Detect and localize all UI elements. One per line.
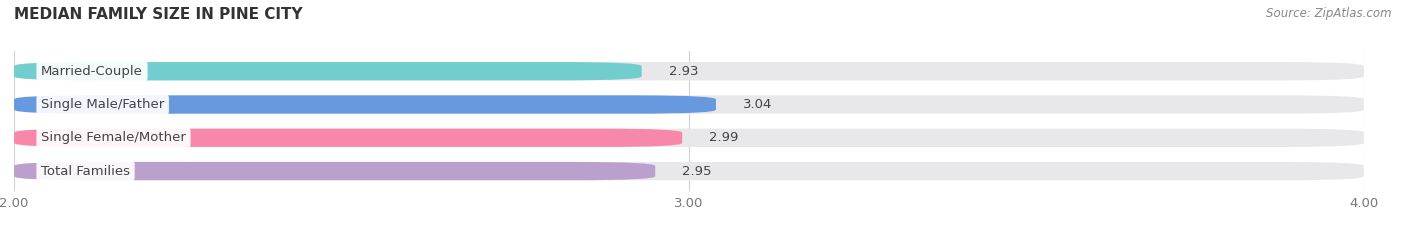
FancyBboxPatch shape	[14, 62, 641, 80]
Text: Single Female/Mother: Single Female/Mother	[41, 131, 186, 144]
Text: 2.99: 2.99	[709, 131, 738, 144]
FancyBboxPatch shape	[14, 129, 682, 147]
Text: 3.04: 3.04	[742, 98, 772, 111]
Text: 2.93: 2.93	[669, 65, 699, 78]
FancyBboxPatch shape	[14, 95, 1364, 114]
Text: 2.95: 2.95	[682, 164, 711, 178]
FancyBboxPatch shape	[14, 162, 1364, 180]
FancyBboxPatch shape	[14, 62, 1364, 80]
Text: Source: ZipAtlas.com: Source: ZipAtlas.com	[1267, 7, 1392, 20]
Text: MEDIAN FAMILY SIZE IN PINE CITY: MEDIAN FAMILY SIZE IN PINE CITY	[14, 7, 302, 22]
FancyBboxPatch shape	[14, 95, 716, 114]
Text: Single Male/Father: Single Male/Father	[41, 98, 165, 111]
Text: Married-Couple: Married-Couple	[41, 65, 143, 78]
FancyBboxPatch shape	[14, 162, 655, 180]
Text: Total Families: Total Families	[41, 164, 131, 178]
FancyBboxPatch shape	[14, 129, 1364, 147]
